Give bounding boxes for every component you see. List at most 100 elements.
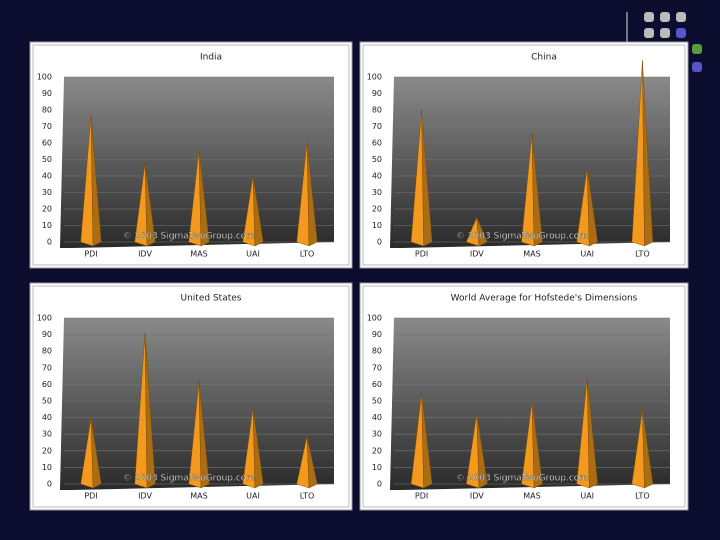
- y-tick-label: 20: [42, 205, 52, 214]
- y-tick-label: 10: [42, 221, 52, 230]
- y-tick-label: 50: [42, 155, 52, 164]
- x-tick-label: LTO: [635, 492, 650, 501]
- x-tick-label: IDV: [138, 250, 152, 259]
- y-tick-label: 90: [372, 330, 382, 339]
- x-tick-label: PDI: [84, 492, 97, 501]
- pyramid: [242, 175, 264, 247]
- y-tick-label: 30: [372, 188, 382, 197]
- y-tick-label: 10: [372, 463, 382, 472]
- y-tick-label: 20: [372, 205, 382, 214]
- x-tick-label: LTO: [300, 492, 315, 501]
- pyramid-side: [531, 400, 543, 489]
- pyramid: [80, 114, 102, 247]
- y-tick-label: 100: [37, 73, 52, 82]
- y-tick-label: 40: [42, 172, 52, 181]
- y-tick-label: 80: [42, 347, 52, 356]
- y-tick-label: 20: [372, 446, 382, 455]
- watermark: © 2003 SigmaTwoGroup.com: [123, 232, 255, 242]
- x-tick-label: IDV: [470, 250, 484, 259]
- y-tick-label: 0: [377, 238, 382, 247]
- pyramid: [631, 409, 654, 489]
- pyramid-side: [642, 409, 654, 489]
- pyramid: [296, 435, 318, 489]
- x-tick-label: LTO: [300, 250, 315, 259]
- y-tick-label: 50: [372, 397, 382, 406]
- chart-title: India: [200, 53, 222, 63]
- panel-inner: [32, 285, 350, 508]
- y-tick-label: 10: [372, 221, 382, 230]
- watermark: © 2003 SigmaTwoGroup.com: [456, 474, 588, 484]
- pyramid: [242, 407, 264, 489]
- y-tick-label: 90: [42, 330, 52, 339]
- y-tick-label: 30: [372, 430, 382, 439]
- x-tick-label: UAI: [580, 492, 594, 501]
- pyramid-side: [198, 149, 210, 247]
- pyramid-side: [531, 133, 543, 247]
- panel-inner: [32, 44, 350, 266]
- panel-inner: [362, 44, 686, 266]
- pyramid-side: [90, 114, 102, 247]
- pyramid-side: [90, 417, 102, 489]
- x-tick-label: PDI: [84, 250, 97, 259]
- pyramid-side: [421, 109, 433, 247]
- x-tick-label: MAS: [190, 492, 207, 501]
- pyramid: [410, 392, 433, 489]
- y-tick-label: 70: [42, 363, 52, 372]
- y-tick-label: 80: [372, 106, 382, 115]
- y-tick-label: 100: [367, 314, 382, 323]
- x-tick-label: IDV: [138, 492, 152, 501]
- x-tick-label: UAI: [246, 492, 260, 501]
- y-tick-label: 80: [42, 106, 52, 115]
- y-tick-label: 60: [372, 139, 382, 148]
- pyramid: [576, 167, 598, 247]
- pyramid: [631, 60, 654, 247]
- y-tick-label: 100: [367, 73, 382, 82]
- pyramid-side: [421, 392, 433, 489]
- y-tick-label: 0: [377, 480, 382, 489]
- pyramid: [188, 149, 210, 247]
- y-tick-label: 50: [42, 397, 52, 406]
- pyramid-side: [252, 407, 264, 489]
- y-tick-label: 40: [372, 413, 382, 422]
- y-tick-label: 40: [42, 413, 52, 422]
- pyramid: [134, 332, 156, 489]
- y-tick-label: 90: [372, 89, 382, 98]
- pyramid-side: [306, 141, 318, 247]
- y-tick-label: 40: [372, 172, 382, 181]
- pyramid-side: [144, 332, 156, 489]
- y-tick-label: 30: [42, 430, 52, 439]
- y-tick-label: 60: [372, 380, 382, 389]
- chart-title: World Average for Hofstede's Dimensions: [451, 294, 638, 304]
- pyramid: [80, 417, 102, 489]
- y-tick-label: 20: [42, 446, 52, 455]
- pyramid: [466, 412, 488, 489]
- pyramid-side: [476, 217, 488, 247]
- x-tick-label: UAI: [580, 250, 594, 259]
- y-tick-label: 80: [372, 347, 382, 356]
- pyramid-side: [306, 435, 318, 489]
- pyramid: [576, 377, 598, 489]
- x-tick-label: LTO: [635, 250, 650, 259]
- pyramid-side: [198, 381, 210, 489]
- x-tick-label: IDV: [470, 492, 484, 501]
- y-tick-label: 70: [42, 122, 52, 131]
- pyramid-side: [144, 162, 156, 247]
- pyramid-side: [587, 167, 598, 247]
- pyramid: [134, 162, 156, 247]
- pyramid-side: [587, 377, 598, 489]
- x-tick-label: MAS: [523, 492, 540, 501]
- pyramid-side: [476, 412, 488, 489]
- pyramid-side: [252, 175, 264, 247]
- pyramid: [521, 133, 543, 247]
- y-tick-label: 60: [42, 139, 52, 148]
- x-tick-label: PDI: [415, 250, 428, 259]
- y-tick-label: 50: [372, 155, 382, 164]
- y-tick-label: 100: [37, 314, 52, 323]
- pyramid: [466, 217, 488, 247]
- watermark: © 2003 SigmaTwoGroup.com: [123, 474, 255, 484]
- y-tick-label: 30: [42, 188, 52, 197]
- pyramid: [188, 381, 210, 489]
- chart-title: United States: [181, 294, 242, 304]
